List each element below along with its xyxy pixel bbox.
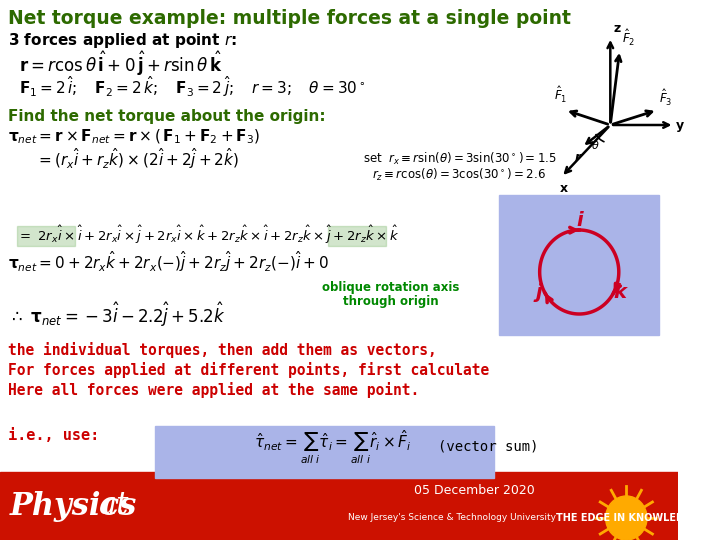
Text: $\mathbf{\tau}_{net} = \mathbf{r}\times\mathbf{F}_{net} = \mathbf{r}\times(\,\ma: $\mathbf{\tau}_{net} = \mathbf{r}\times\…	[7, 128, 260, 146]
Text: Find the net torque about the origin:: Find the net torque about the origin:	[7, 109, 325, 124]
Text: z: z	[613, 22, 621, 35]
Bar	[499, 195, 660, 335]
Text: $\hat{F}_1$: $\hat{F}_1$	[554, 85, 567, 105]
Text: oblique rotation axis: oblique rotation axis	[322, 281, 459, 294]
Text: k: k	[613, 282, 626, 301]
Text: New Jersey's Science & Technology University: New Jersey's Science & Technology Univer…	[348, 514, 557, 523]
Circle shape	[606, 496, 647, 540]
Text: $= \ 2r_x\hat{i}\times\hat{i}+2r_x\hat{i}\times\hat{j}+2r_x\hat{i}\times\hat{k}+: $= \ 2r_x\hat{i}\times\hat{i}+2r_x\hat{i…	[17, 224, 400, 246]
Text: $\hat{F}_3$: $\hat{F}_3$	[660, 88, 672, 108]
Text: y: y	[676, 118, 685, 132]
Text: $= (r_x\hat{i}+r_z\hat{k})\times(2\hat{i}+2\hat{j}+2\hat{k})$: $= (r_x\hat{i}+r_z\hat{k})\times(2\hat{i…	[36, 146, 238, 172]
Text: $\mathbf{\tau}_{net} = 0 + 2r_x\hat{k} + 2r_x(-)\hat{j} + 2r_z\hat{j} + 2r_z(-)\: $\mathbf{\tau}_{net} = 0 + 2r_x\hat{k} +…	[7, 249, 328, 274]
Text: 3 forces applied at point $r$:: 3 forces applied at point $r$:	[7, 31, 237, 51]
Text: THE EDGE IN KNOWLEDGE: THE EDGE IN KNOWLEDGE	[556, 513, 698, 523]
Text: For forces applied at different points, first calculate: For forces applied at different points, …	[7, 362, 489, 378]
Text: $\hat{F}_2$: $\hat{F}_2$	[621, 28, 635, 48]
Text: $\therefore\ \mathbf{\tau}_{net} = -3\hat{i} - 2.2\hat{j} + 5.2\hat{k}$: $\therefore\ \mathbf{\tau}_{net} = -3\ha…	[7, 301, 225, 329]
Text: 05 December 2020: 05 December 2020	[415, 483, 535, 496]
Text: $\theta$: $\theta$	[591, 139, 600, 151]
Text: $\mathbf{r} = r\cos\theta\,\hat{\mathbf{i}} + 0\,\hat{\mathbf{j}} + r\sin\theta\: $\mathbf{r} = r\cos\theta\,\hat{\mathbf{…	[19, 50, 223, 78]
Bar	[0, 472, 678, 540]
Text: Here all forces were applied at the same point.: Here all forces were applied at the same…	[7, 382, 419, 398]
Text: Physics: Physics	[9, 490, 137, 522]
Text: i.e., use:: i.e., use:	[7, 428, 99, 442]
Text: i: i	[576, 211, 582, 229]
Text: $\mathbf{F}_1 = 2\,\hat{i};\ \ \ \mathbf{F}_2 = 2\,\hat{k};\ \ \ \mathbf{F}_3 = : $\mathbf{F}_1 = 2\,\hat{i};\ \ \ \mathbf…	[19, 75, 366, 99]
Text: Net torque example: multiple forces at a single point: Net torque example: multiple forces at a…	[7, 9, 570, 28]
Bar	[156, 426, 495, 478]
Text: at: at	[99, 490, 130, 522]
Text: r: r	[575, 151, 580, 164]
Text: the individual torques, then add them as vectors,: the individual torques, then add them as…	[7, 342, 436, 358]
Text: j: j	[536, 282, 542, 301]
Text: x: x	[559, 182, 567, 195]
FancyBboxPatch shape	[328, 226, 386, 246]
Text: $\hat{\tau}_{net} = \sum_{all\ i} \hat{\tau}_i = \sum_{all\ i} \hat{r}_i \times : $\hat{\tau}_{net} = \sum_{all\ i} \hat{\…	[254, 428, 412, 465]
FancyBboxPatch shape	[17, 226, 76, 246]
Text: through origin: through origin	[343, 295, 438, 308]
Text: $r_z \equiv r\cos(\theta) = 3\cos(30^\circ) = 2.6$: $r_z \equiv r\cos(\theta) = 3\cos(30^\ci…	[372, 167, 546, 183]
Text: set  $r_x \equiv r\sin(\theta) = 3\sin(30^\circ) = 1.5$: set $r_x \equiv r\sin(\theta) = 3\sin(30…	[363, 151, 557, 167]
Text: (vector sum): (vector sum)	[438, 440, 539, 454]
